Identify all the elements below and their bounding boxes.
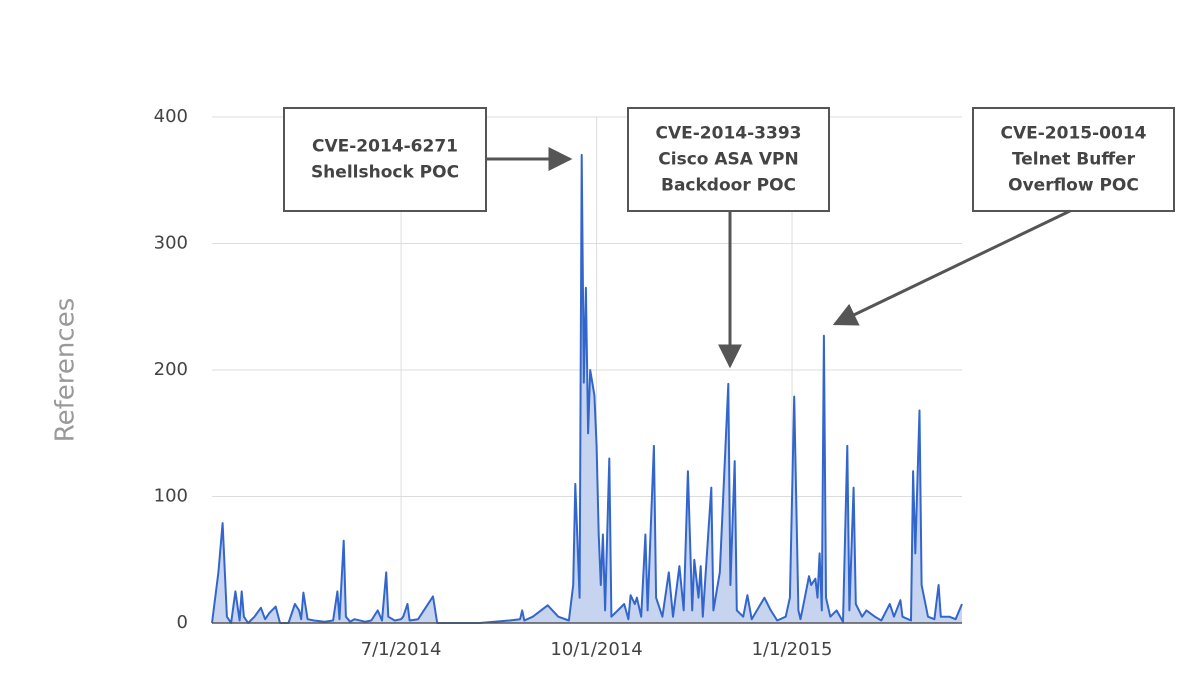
x-tick-label: 10/1/2014 xyxy=(550,639,642,660)
y-tick-label: 300 xyxy=(154,233,188,254)
annotation-box xyxy=(627,107,830,212)
annotation-text: Shellshock POC xyxy=(311,163,459,183)
annotation-arrow xyxy=(832,209,1071,326)
annotation-text: Cisco ASA VPN xyxy=(658,150,798,170)
annotation-text: CVE-2014-6271 xyxy=(312,137,458,157)
annotation-text: Backdoor POC xyxy=(661,176,796,196)
x-tick-label: 7/1/2014 xyxy=(361,639,442,660)
y-tick-label: 100 xyxy=(154,486,188,507)
annotation-box xyxy=(972,107,1175,212)
y-axis-label: References xyxy=(51,298,81,442)
annotation-text: Overflow POC xyxy=(1008,176,1139,196)
y-tick-label: 0 xyxy=(177,612,188,633)
x-tick-label: 1/1/2015 xyxy=(752,639,833,660)
annotation-box xyxy=(283,107,487,212)
y-tick-label: 200 xyxy=(154,359,188,380)
annotation-text: Telnet Buffer xyxy=(1012,150,1136,170)
annotation-text: CVE-2014-3393 xyxy=(656,124,802,144)
annotation-text: CVE-2015-0014 xyxy=(1001,124,1147,144)
line xyxy=(211,153,963,624)
y-tick-label: 400 xyxy=(154,106,188,127)
